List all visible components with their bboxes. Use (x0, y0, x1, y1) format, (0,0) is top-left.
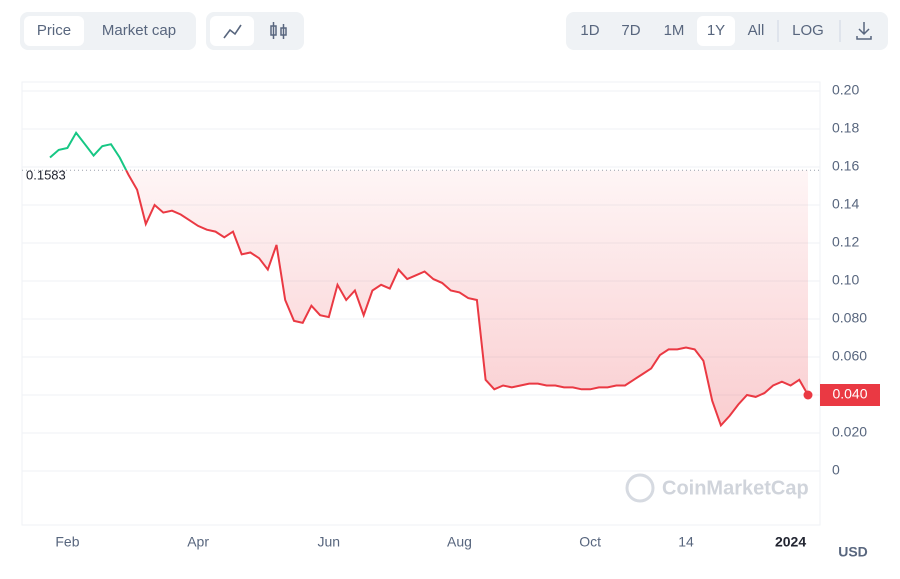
candle-icon[interactable] (270, 22, 287, 39)
current-price-label: 0.040 (832, 386, 867, 402)
tab-active (24, 16, 84, 46)
x-tick-label: Aug (447, 534, 472, 550)
watermark-logo (625, 473, 655, 503)
scale-button[interactable]: LOG (792, 22, 824, 39)
price-line-down (125, 170, 809, 428)
y-tick-label: 0 (832, 462, 840, 478)
y-tick-label: 0.16 (832, 158, 859, 174)
range-button[interactable]: 1D (580, 22, 599, 39)
x-tick-label: 2024 (775, 534, 806, 550)
y-tick-label: 0.12 (832, 234, 859, 250)
plot-frame (21, 81, 821, 526)
line-icon (223, 24, 242, 39)
y-tick-label: 0.10 (832, 272, 859, 288)
baseline-label: 0.1583 (26, 168, 66, 183)
x-tick-label: Oct (579, 534, 601, 550)
area-fill (50, 170, 808, 426)
y-tick-label: 0.20 (832, 82, 859, 98)
range-button[interactable]: 1Y (707, 22, 725, 39)
range-button[interactable]: 7D (621, 22, 640, 39)
x-tick-label: 14 (678, 534, 694, 550)
download-icon[interactable] (856, 22, 872, 40)
y-tick-label: 0.080 (832, 310, 867, 326)
x-tick-label: Jun (318, 534, 341, 550)
tab-market-cap[interactable]: Market cap (102, 22, 176, 39)
x-tick-label: Apr (187, 534, 209, 550)
y-tick-label: 0.18 (832, 120, 859, 136)
last-point (803, 390, 813, 400)
y-tick-label: 0.060 (832, 348, 867, 364)
watermark: CoinMarketCap (662, 477, 809, 499)
range-button[interactable]: All (748, 22, 765, 39)
tab-price[interactable]: Price (37, 22, 71, 39)
y-tick-label: 0.020 (832, 424, 867, 440)
x-tick-label: Feb (55, 534, 79, 550)
range-button[interactable]: 1M (664, 22, 685, 39)
range-active (697, 16, 735, 46)
current-price-box (820, 384, 880, 406)
y-tick-label: 0.14 (832, 196, 859, 212)
currency-label: USD (838, 544, 868, 560)
